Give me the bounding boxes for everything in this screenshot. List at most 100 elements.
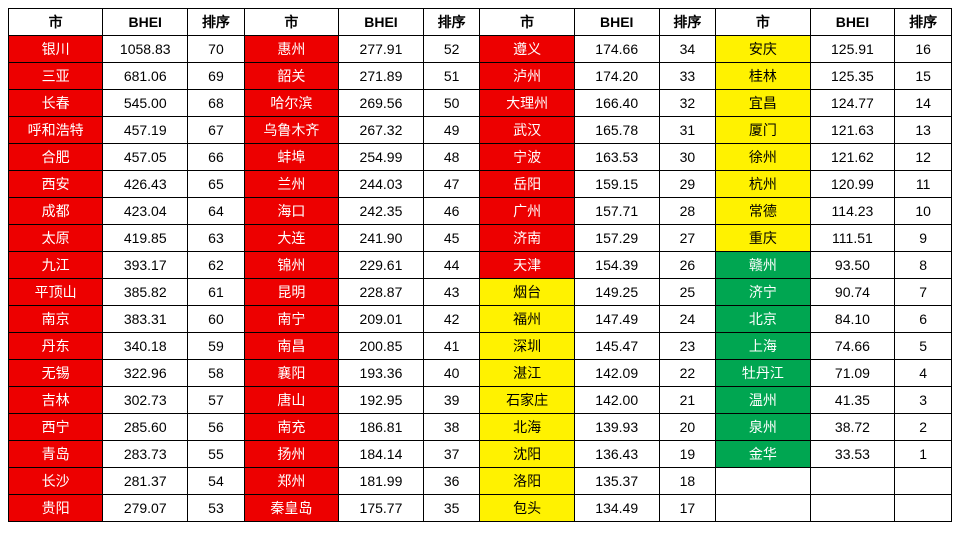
- city-cell: 南京: [9, 306, 103, 333]
- bhei-cell: 135.37: [574, 468, 659, 495]
- bhei-cell: 267.32: [339, 117, 424, 144]
- city-cell: 沈阳: [480, 441, 574, 468]
- bhei-cell: 393.17: [103, 252, 188, 279]
- city-cell: 吉林: [9, 387, 103, 414]
- bhei-cell: 277.91: [339, 36, 424, 63]
- rank-cell: 29: [659, 171, 716, 198]
- rank-cell: 62: [188, 252, 245, 279]
- rank-cell: 24: [659, 306, 716, 333]
- bhei-cell: 159.15: [574, 171, 659, 198]
- city-cell: 济南: [480, 225, 574, 252]
- rank-cell: 52: [423, 36, 480, 63]
- rank-cell: 1: [895, 441, 952, 468]
- city-cell: 泉州: [716, 414, 810, 441]
- rank-cell: 64: [188, 198, 245, 225]
- city-cell: 西宁: [9, 414, 103, 441]
- city-cell: 南昌: [244, 333, 338, 360]
- rank-cell: 66: [188, 144, 245, 171]
- header-city: 市: [716, 9, 810, 36]
- city-cell: 合肥: [9, 144, 103, 171]
- header-bhei: BHEI: [103, 9, 188, 36]
- city-cell: 成都: [9, 198, 103, 225]
- bhei-cell: 283.73: [103, 441, 188, 468]
- city-cell: 温州: [716, 387, 810, 414]
- rank-cell: 48: [423, 144, 480, 171]
- city-cell: 锦州: [244, 252, 338, 279]
- city-cell: 天津: [480, 252, 574, 279]
- table-row: 西安426.4365兰州244.0347岳阳159.1529杭州120.9911: [9, 171, 952, 198]
- bhei-cell: 285.60: [103, 414, 188, 441]
- city-cell: [716, 495, 810, 522]
- table-row: 平顶山385.8261昆明228.8743烟台149.2525济宁90.747: [9, 279, 952, 306]
- city-cell: 西安: [9, 171, 103, 198]
- rank-cell: 3: [895, 387, 952, 414]
- table-row: 西宁285.6056南充186.8138北海139.9320泉州38.722: [9, 414, 952, 441]
- rank-cell: 59: [188, 333, 245, 360]
- city-cell: [716, 468, 810, 495]
- header-rank: 排序: [188, 9, 245, 36]
- header-city: 市: [9, 9, 103, 36]
- header-city: 市: [244, 9, 338, 36]
- rank-cell: 42: [423, 306, 480, 333]
- rank-cell: 13: [895, 117, 952, 144]
- rank-cell: 69: [188, 63, 245, 90]
- table-row: 银川1058.8370惠州277.9152遵义174.6634安庆125.911…: [9, 36, 952, 63]
- city-cell: 银川: [9, 36, 103, 63]
- header-bhei: BHEI: [574, 9, 659, 36]
- bhei-cell: 426.43: [103, 171, 188, 198]
- rank-cell: 17: [659, 495, 716, 522]
- city-cell: 九江: [9, 252, 103, 279]
- city-cell: 南充: [244, 414, 338, 441]
- rank-cell: 21: [659, 387, 716, 414]
- rank-cell: 47: [423, 171, 480, 198]
- rank-cell: 63: [188, 225, 245, 252]
- bhei-cell: 165.78: [574, 117, 659, 144]
- city-cell: 洛阳: [480, 468, 574, 495]
- bhei-cell: 244.03: [339, 171, 424, 198]
- table-row: 长沙281.3754郑州181.9936洛阳135.3718: [9, 468, 952, 495]
- bhei-cell: 93.50: [810, 252, 895, 279]
- rank-cell: [895, 468, 952, 495]
- bhei-cell: [810, 468, 895, 495]
- city-cell: 贵阳: [9, 495, 103, 522]
- table-row: 太原419.8563大连241.9045济南157.2927重庆111.519: [9, 225, 952, 252]
- city-cell: 丹东: [9, 333, 103, 360]
- bhei-cell: 174.66: [574, 36, 659, 63]
- city-cell: 蚌埠: [244, 144, 338, 171]
- rank-cell: 5: [895, 333, 952, 360]
- bhei-cell: 192.95: [339, 387, 424, 414]
- city-cell: 石家庄: [480, 387, 574, 414]
- rank-cell: 16: [895, 36, 952, 63]
- rank-cell: 61: [188, 279, 245, 306]
- bhei-cell: 147.49: [574, 306, 659, 333]
- bhei-cell: 125.91: [810, 36, 895, 63]
- bhei-cell: 84.10: [810, 306, 895, 333]
- bhei-cell: 457.05: [103, 144, 188, 171]
- rank-cell: 18: [659, 468, 716, 495]
- city-cell: 襄阳: [244, 360, 338, 387]
- city-cell: 赣州: [716, 252, 810, 279]
- bhei-cell: 136.43: [574, 441, 659, 468]
- bhei-cell: [810, 495, 895, 522]
- table-row: 贵阳279.0753秦皇岛175.7735包头134.4917: [9, 495, 952, 522]
- bhei-cell: 142.09: [574, 360, 659, 387]
- city-cell: 大理州: [480, 90, 574, 117]
- city-cell: 福州: [480, 306, 574, 333]
- rank-cell: 65: [188, 171, 245, 198]
- city-cell: 三亚: [9, 63, 103, 90]
- rank-cell: 57: [188, 387, 245, 414]
- city-cell: 太原: [9, 225, 103, 252]
- city-cell: 厦门: [716, 117, 810, 144]
- city-cell: 金华: [716, 441, 810, 468]
- rank-cell: 56: [188, 414, 245, 441]
- city-cell: 深圳: [480, 333, 574, 360]
- city-cell: 北京: [716, 306, 810, 333]
- bhei-cell: 139.93: [574, 414, 659, 441]
- bhei-cell: 74.66: [810, 333, 895, 360]
- bhei-cell: 383.31: [103, 306, 188, 333]
- city-cell: 兰州: [244, 171, 338, 198]
- bhei-cell: 33.53: [810, 441, 895, 468]
- table-row: 无锡322.9658襄阳193.3640湛江142.0922牡丹江71.094: [9, 360, 952, 387]
- rank-cell: 38: [423, 414, 480, 441]
- table-row: 九江393.1762锦州229.6144天津154.3926赣州93.508: [9, 252, 952, 279]
